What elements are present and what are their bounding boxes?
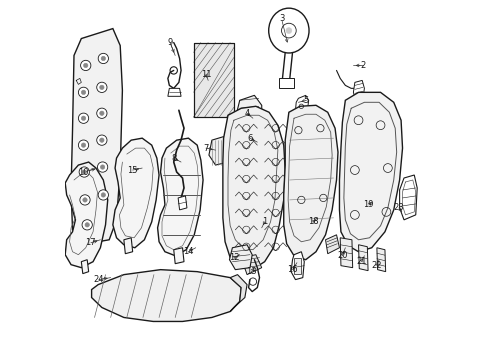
Circle shape (83, 63, 88, 68)
Circle shape (78, 113, 88, 123)
Text: 3: 3 (278, 14, 284, 23)
Circle shape (82, 198, 87, 202)
Text: 5: 5 (303, 96, 308, 105)
Text: 8: 8 (171, 154, 176, 163)
Polygon shape (113, 138, 159, 248)
Polygon shape (173, 248, 183, 264)
Circle shape (97, 135, 107, 145)
Bar (293, 258, 301, 274)
Text: 20: 20 (336, 251, 347, 260)
Circle shape (100, 165, 104, 169)
Ellipse shape (268, 8, 308, 53)
Circle shape (97, 162, 107, 172)
Polygon shape (178, 196, 186, 210)
Circle shape (81, 143, 85, 147)
Polygon shape (340, 238, 352, 268)
Circle shape (97, 108, 107, 118)
Text: 21: 21 (355, 257, 366, 266)
Circle shape (81, 90, 85, 95)
Circle shape (80, 195, 90, 205)
Text: 4: 4 (244, 109, 249, 118)
Circle shape (79, 167, 89, 177)
Circle shape (85, 222, 89, 227)
Circle shape (82, 220, 92, 230)
Circle shape (98, 190, 108, 200)
Text: 16: 16 (286, 265, 297, 274)
Polygon shape (325, 235, 339, 254)
Circle shape (100, 111, 104, 116)
Polygon shape (376, 248, 385, 272)
Text: 19: 19 (363, 201, 373, 210)
Text: 7: 7 (203, 144, 208, 153)
Polygon shape (229, 245, 252, 270)
Circle shape (97, 82, 107, 93)
Circle shape (101, 56, 105, 61)
Polygon shape (290, 252, 304, 280)
Polygon shape (208, 136, 230, 165)
Circle shape (81, 116, 85, 121)
Polygon shape (123, 238, 132, 254)
Text: 12: 12 (228, 253, 239, 262)
Polygon shape (339, 92, 402, 252)
Circle shape (81, 60, 91, 71)
Polygon shape (167, 88, 181, 96)
Polygon shape (358, 245, 367, 271)
Text: 14: 14 (183, 247, 193, 256)
Text: 6: 6 (247, 134, 252, 143)
Polygon shape (91, 270, 241, 321)
Text: 18: 18 (307, 217, 318, 226)
Text: 17: 17 (85, 238, 96, 247)
Polygon shape (246, 132, 268, 160)
Polygon shape (279, 78, 293, 88)
Circle shape (78, 140, 88, 150)
Text: 9: 9 (167, 38, 172, 47)
Circle shape (82, 170, 86, 174)
Polygon shape (65, 162, 107, 268)
Polygon shape (283, 105, 337, 260)
Text: 2: 2 (360, 61, 365, 70)
Polygon shape (81, 260, 88, 274)
Circle shape (100, 85, 104, 90)
Text: 13: 13 (245, 267, 256, 276)
Text: 10: 10 (78, 167, 89, 176)
Polygon shape (235, 95, 261, 132)
Polygon shape (223, 106, 285, 270)
Text: 23: 23 (393, 203, 404, 212)
Polygon shape (353, 80, 364, 100)
Polygon shape (295, 95, 308, 115)
Circle shape (101, 193, 105, 197)
Polygon shape (230, 275, 246, 311)
Text: 1: 1 (262, 217, 267, 226)
Text: 24: 24 (94, 275, 104, 284)
Polygon shape (399, 175, 416, 220)
Circle shape (78, 87, 88, 98)
Text: 11: 11 (201, 70, 211, 79)
Circle shape (100, 138, 104, 142)
Polygon shape (241, 255, 261, 275)
Polygon shape (193, 42, 233, 117)
Polygon shape (157, 138, 203, 256)
Polygon shape (71, 28, 122, 245)
Text: 15: 15 (127, 166, 138, 175)
Text: 22: 22 (371, 261, 381, 270)
Circle shape (98, 53, 108, 64)
Circle shape (285, 28, 291, 33)
